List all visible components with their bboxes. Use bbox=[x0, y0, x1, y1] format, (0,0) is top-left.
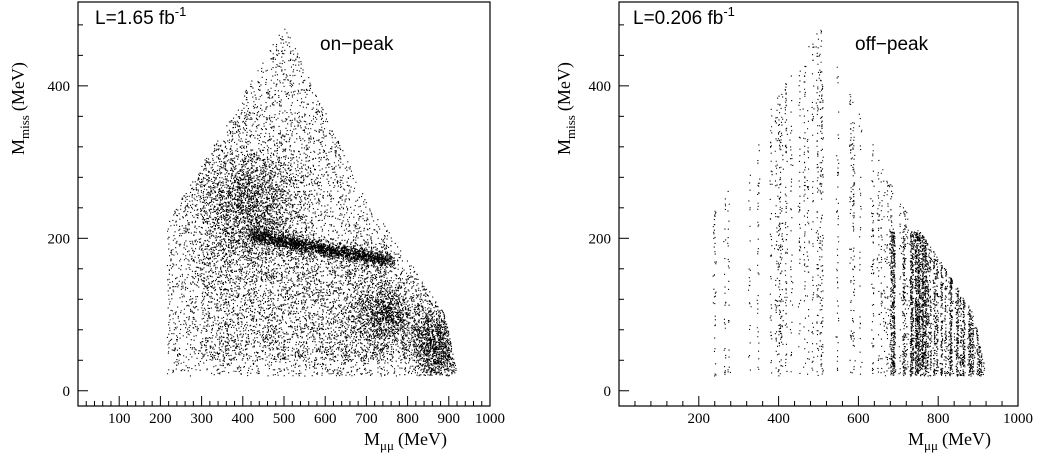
scatter-points bbox=[166, 28, 457, 377]
x-tick-label: 400 bbox=[767, 411, 790, 427]
luminosity-annotation: L=1.65 fb-1 bbox=[95, 4, 186, 29]
x-tick-label: 100 bbox=[108, 411, 131, 427]
x-tick-label: 600 bbox=[847, 411, 870, 427]
x-tick-label: 800 bbox=[927, 411, 950, 427]
axis-ticks bbox=[77, 24, 491, 406]
x-tick-label: 500 bbox=[273, 411, 296, 427]
x-tick-label: 800 bbox=[396, 411, 419, 427]
y-tick-label: 200 bbox=[589, 231, 612, 247]
x-tick-label: 700 bbox=[355, 411, 378, 427]
x-tick-label: 1000 bbox=[475, 411, 505, 427]
y-axis-label: Mmiss(MeV) bbox=[8, 62, 32, 155]
axis-ticks bbox=[618, 24, 1019, 406]
x-tick-label: 1000 bbox=[1003, 411, 1033, 427]
scatter-point-cloud bbox=[712, 29, 986, 377]
y-tick-label: 0 bbox=[604, 384, 612, 400]
x-tick-label: 400 bbox=[232, 411, 255, 427]
y-tick-label: 200 bbox=[48, 231, 71, 247]
x-tick-label: 900 bbox=[438, 411, 461, 427]
y-tick-label: 400 bbox=[589, 79, 612, 95]
scatter-point-cloud bbox=[166, 28, 457, 377]
luminosity-annotation: L=0.206 fb-1 bbox=[633, 4, 735, 29]
x-tick-label: 200 bbox=[688, 411, 711, 427]
plot-frame bbox=[618, 1, 1019, 407]
peak-label: off−peak bbox=[855, 34, 929, 55]
y-tick-label: 400 bbox=[48, 79, 71, 95]
x-tick-label: 200 bbox=[149, 411, 172, 427]
scatter-points bbox=[712, 29, 986, 377]
y-axis-label: Mmiss(MeV) bbox=[554, 62, 578, 155]
tick-labels: 200 400 600 800 1000 0 200 400 bbox=[589, 79, 1034, 427]
x-tick-label: 600 bbox=[314, 411, 337, 427]
x-tick-label: 300 bbox=[190, 411, 213, 427]
peak-label: on−peak bbox=[320, 34, 394, 55]
tick-labels: 100 200 300 400 500 600 700 800 900 1000 0 200 400 bbox=[48, 79, 506, 427]
on-peak-panel: 100 200 300 400 500 600 700 800 900 1000 0 200 400 L… bbox=[8, 1, 506, 453]
y-tick-label: 0 bbox=[63, 384, 71, 400]
x-axis-label: Mμμ (MeV) bbox=[908, 429, 991, 453]
x-axis-label: Mμμ (MeV) bbox=[364, 429, 447, 453]
off-peak-panel: 200 400 600 800 1000 0 200 400 L=0.206 fb-1 off… bbox=[554, 1, 1034, 453]
